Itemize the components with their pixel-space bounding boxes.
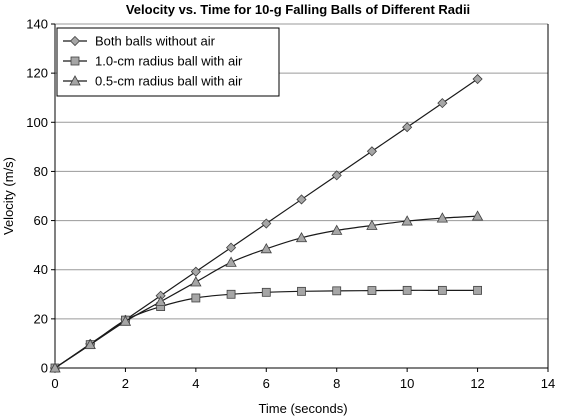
y-tick-label: 120 bbox=[26, 66, 48, 81]
x-tick-label: 4 bbox=[192, 376, 199, 391]
legend-square-marker bbox=[70, 56, 80, 66]
square-data-point bbox=[367, 286, 377, 296]
x-tick-label: 2 bbox=[122, 376, 129, 391]
triangle-data-point bbox=[331, 224, 343, 235]
square-data-point bbox=[473, 285, 482, 295]
chart-title: Velocity vs. Time for 10-g Falling Balls… bbox=[126, 2, 470, 17]
legend: Both balls without air 1.0-cm radius ball… bbox=[56, 27, 280, 97]
diamond-data-point bbox=[261, 218, 272, 229]
legend-label: 1.0-cm radius ball with air bbox=[95, 54, 243, 69]
diamond-data-point bbox=[437, 98, 448, 109]
triangle-data-point bbox=[260, 243, 272, 254]
diamond-data-point bbox=[190, 266, 201, 277]
x-axis-label: Time (seconds) bbox=[258, 401, 347, 416]
triangle-data-point bbox=[154, 295, 167, 307]
x-tick-label: 8 bbox=[333, 376, 340, 391]
square-data-point bbox=[191, 293, 201, 303]
tick-labels: 0 20 40 60 80 100 120 140 0 2 4 6 8 10 12 14 bbox=[26, 17, 555, 392]
triangle-data-point bbox=[401, 215, 413, 226]
axes bbox=[51, 23, 549, 372]
y-tick-label: 60 bbox=[34, 213, 48, 228]
square-data-point bbox=[297, 286, 306, 296]
diamond-data-point bbox=[296, 194, 307, 205]
series-triangle bbox=[49, 210, 484, 373]
y-axis-label: Velocity (m/s) bbox=[1, 157, 16, 235]
x-tick-label: 14 bbox=[541, 376, 555, 391]
diamond-data-point bbox=[226, 242, 237, 253]
y-tick-label: 0 bbox=[41, 361, 48, 376]
diamond-data-point bbox=[331, 170, 342, 181]
triangle-data-point bbox=[84, 338, 96, 350]
legend-box bbox=[56, 27, 280, 97]
y-tick-label: 80 bbox=[34, 164, 48, 179]
square-data-point bbox=[402, 285, 412, 295]
triangle-data-point bbox=[119, 315, 132, 326]
triangle-data-point bbox=[225, 256, 237, 267]
x-tick-label: 0 bbox=[51, 376, 58, 391]
series-square bbox=[50, 285, 482, 373]
square-data-point bbox=[437, 285, 447, 295]
x-tick-label: 6 bbox=[263, 376, 270, 391]
diamond-data-point bbox=[472, 73, 483, 85]
series-line bbox=[54, 289, 478, 369]
triangle-data-point bbox=[471, 210, 484, 221]
diamond-data-point bbox=[402, 122, 413, 133]
triangle-data-point bbox=[436, 212, 449, 223]
square-data-point bbox=[332, 286, 342, 296]
triangle-data-point bbox=[190, 276, 202, 287]
square-data-point bbox=[226, 289, 236, 299]
y-tick-label: 40 bbox=[34, 262, 48, 277]
legend-triangle-marker bbox=[69, 75, 81, 86]
legend-label: Both balls without air bbox=[95, 34, 216, 49]
legend-diamond-marker bbox=[69, 35, 81, 47]
square-data-point bbox=[261, 287, 271, 297]
x-tick-label: 12 bbox=[470, 376, 484, 391]
x-tick-label: 10 bbox=[400, 376, 414, 391]
legend-label: 0.5-cm radius ball with air bbox=[95, 74, 243, 89]
data-series bbox=[49, 73, 484, 374]
y-tick-label: 100 bbox=[26, 115, 48, 130]
y-tick-label: 20 bbox=[34, 311, 48, 326]
triangle-data-point bbox=[49, 362, 61, 373]
triangle-data-point bbox=[366, 219, 378, 230]
triangle-data-point bbox=[295, 231, 308, 243]
diamond-data-point bbox=[366, 146, 377, 157]
y-tick-label: 140 bbox=[26, 17, 48, 32]
